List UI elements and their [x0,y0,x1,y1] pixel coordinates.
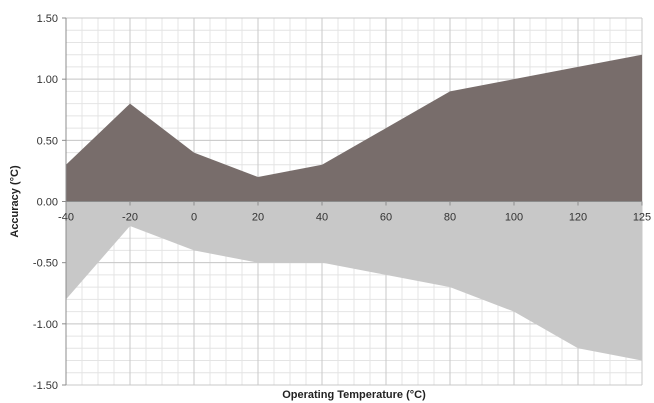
y-tick-label: 1.00 [37,74,58,86]
x-axis-title: Operating Temperature (°C) [282,389,426,401]
y-axis-title: Accuracy (°C) [9,165,21,238]
x-tick-label: -20 [122,212,138,224]
x-tick-label: 80 [444,212,456,224]
lower-accuracy-area [66,201,642,361]
x-tick-label: 20 [252,212,264,224]
y-tick-label: -0.50 [33,258,58,270]
x-tick-label: 125 [633,212,651,224]
y-tick-label: -1.50 [33,380,58,392]
x-tick-label: 40 [316,212,328,224]
x-tick-label: 120 [569,212,587,224]
tick-labels: 1.50 1.00 0.50 0.00 -0.50 -1.00 -1.50 -40 -20 0 20… [33,13,651,392]
axes [62,17,643,386]
y-tick-label: -1.00 [33,319,58,331]
x-tick-label: 60 [380,212,392,224]
y-tick-label: 0.50 [37,135,58,147]
upper-accuracy-area [66,54,642,202]
x-tick-label: 100 [505,212,523,224]
x-tick-label: -40 [58,212,74,224]
y-tick-label: 1.50 [37,13,58,25]
y-tick-label: 0.00 [37,197,58,209]
x-tick-label: 0 [191,212,197,224]
